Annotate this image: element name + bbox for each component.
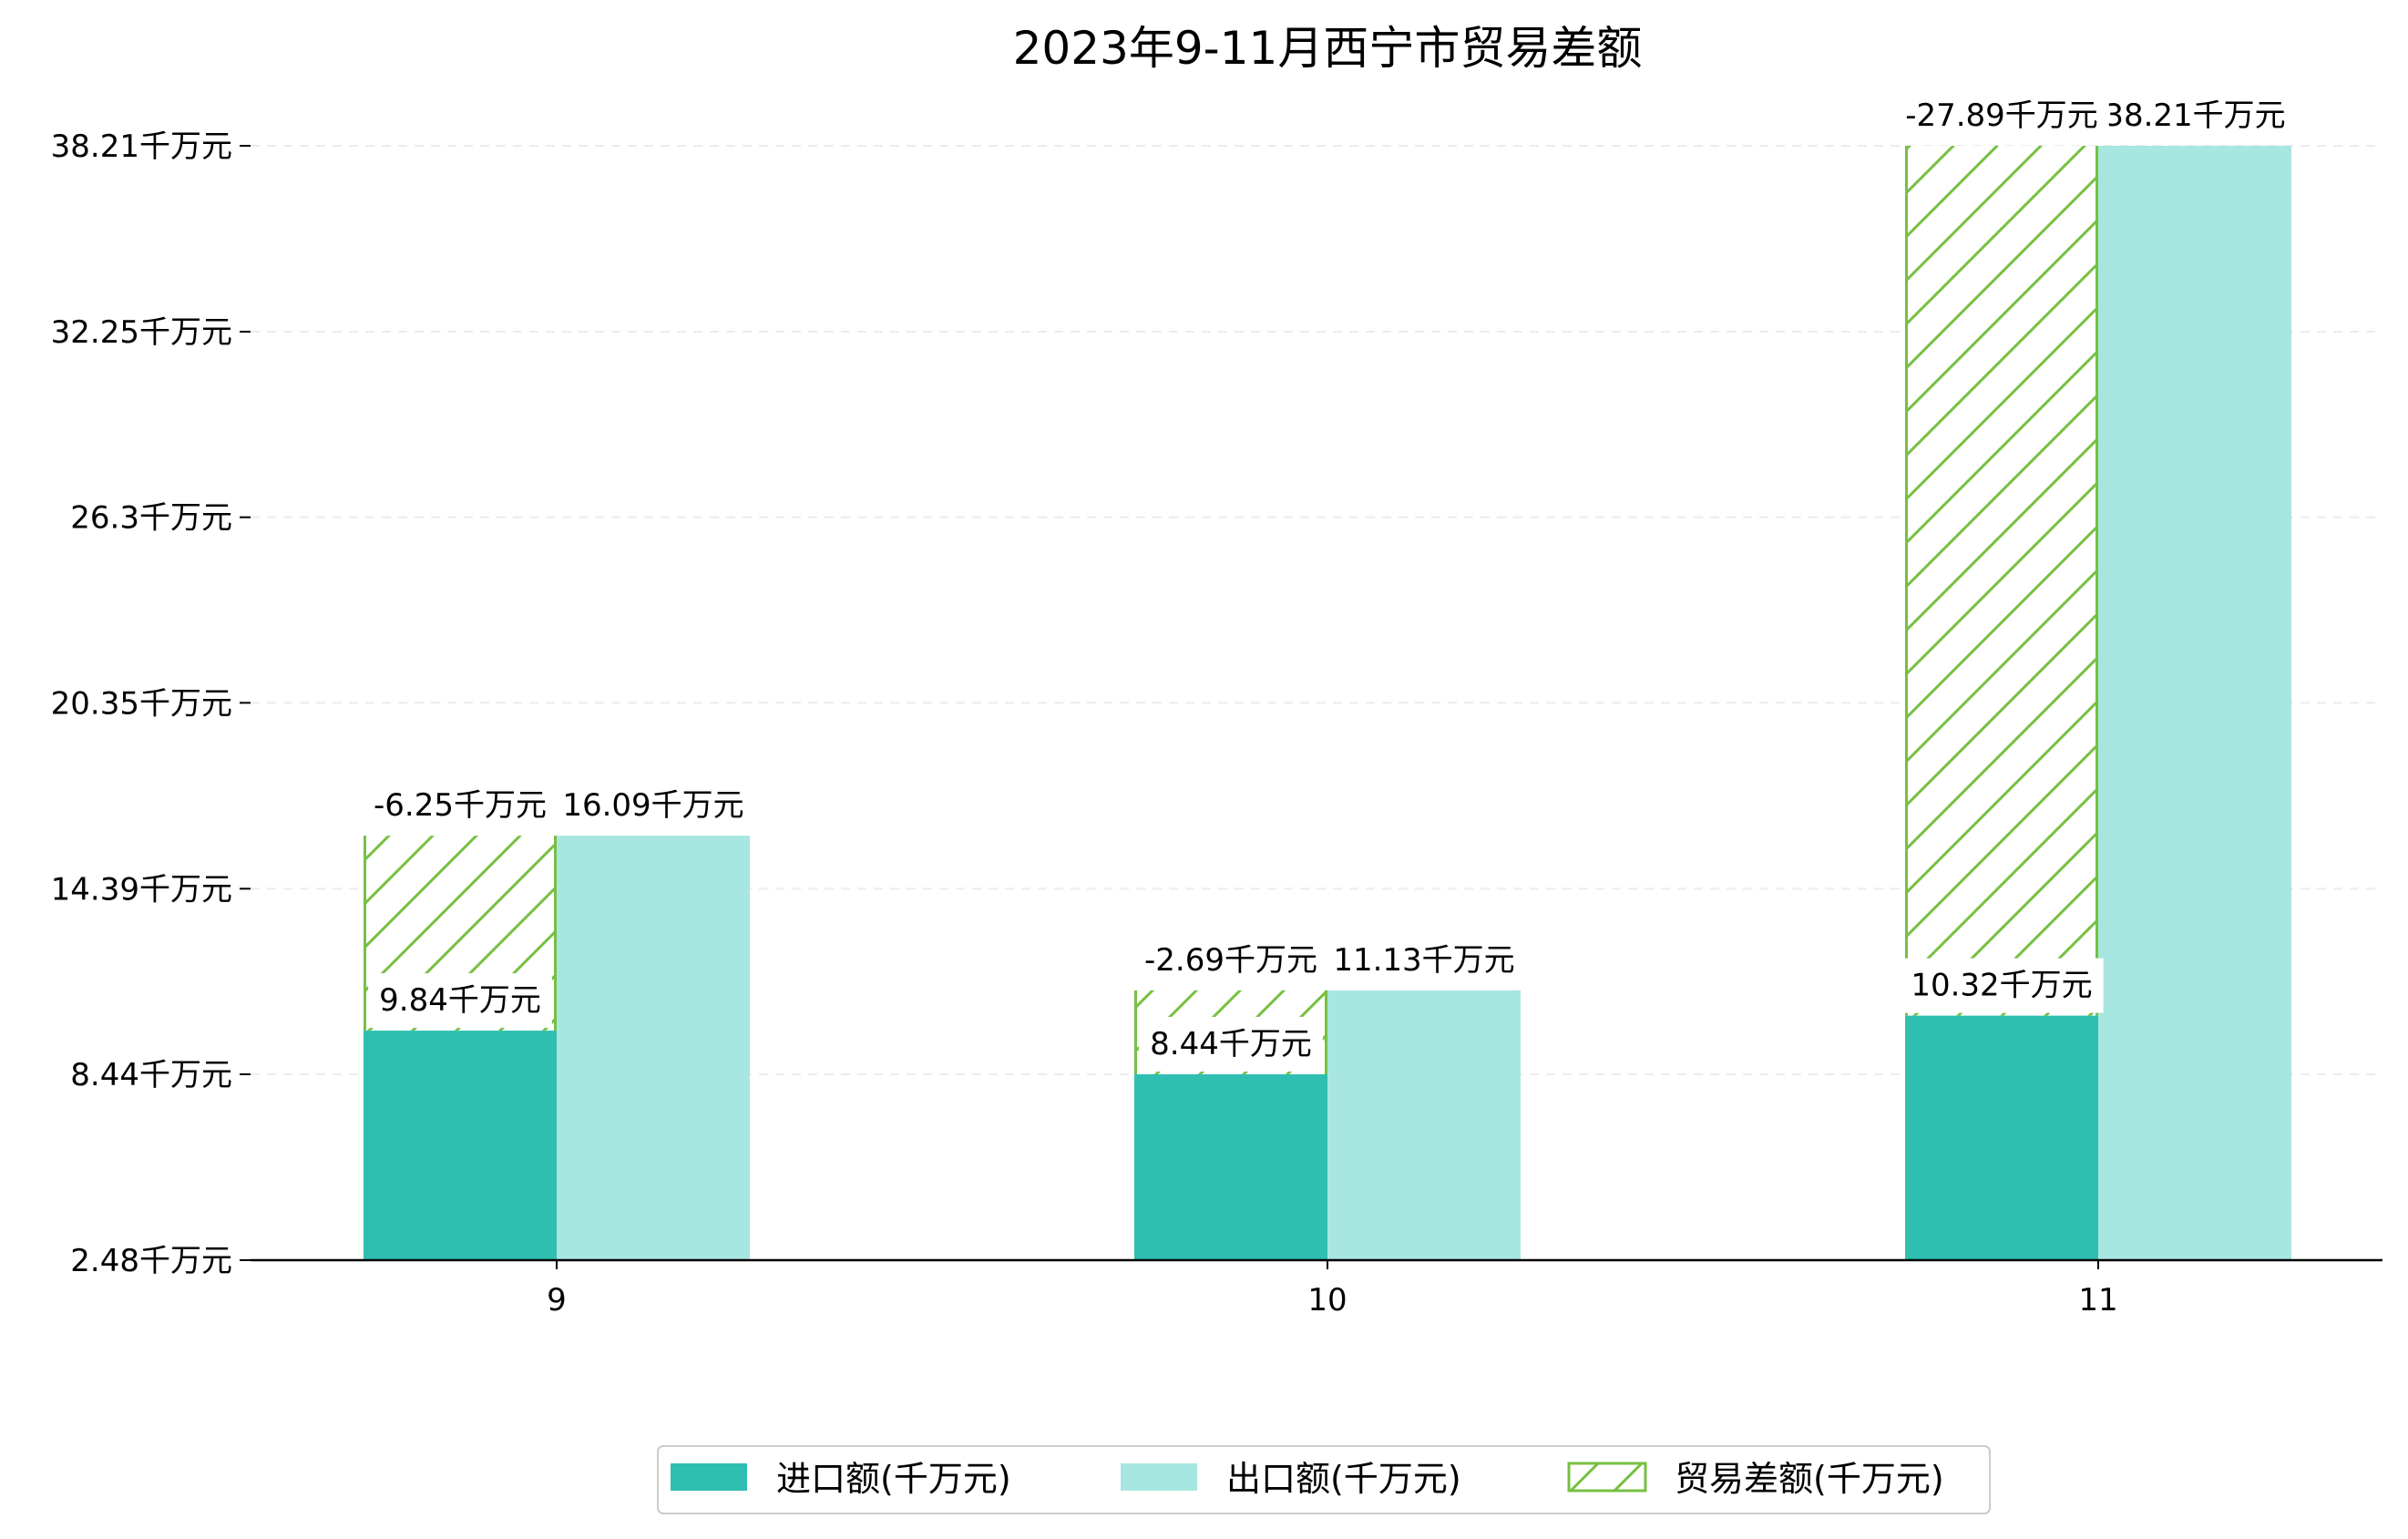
bar-import [1134,1073,1327,1260]
x-tick-label: 10 [1307,1282,1347,1318]
svg-text:8.44千万元: 8.44千万元 [1150,1026,1312,1062]
data-label-export: 11.13千万元 [1322,932,1526,988]
data-label-export: 38.21千万元 [2093,88,2297,143]
data-label-import: 9.84千万元 [368,973,552,1029]
data-label-import: 10.32千万元 [1900,958,2104,1013]
svg-text:-27.89千万元: -27.89千万元 [1905,97,2098,134]
data-label-balance: -6.25千万元 [363,778,558,834]
x-axis: 9 10 11 [251,1258,2382,1318]
legend: 进口额(千万元) 出口额(千万元) 贸易差额(千万元) [657,1445,1991,1514]
legend-swatch-balance [1567,1462,1647,1493]
legend-swatch-export [1121,1463,1197,1491]
legend-label-export: 出口额(千万元) [1226,1459,1461,1499]
y-tick-label: 20.35千万元 [51,685,232,722]
data-labels: 16.09千万元 -6.25千万元 9.84千万元 11.13千万元 -2.69千万元 8… [363,88,2297,1072]
y-tick-label: 8.44千万元 [70,1057,232,1093]
x-tick-label: 11 [2078,1282,2117,1318]
bar-export [1327,990,1521,1260]
chart-title: 2023年9-11月西宁市贸易差额 [1013,22,1643,75]
svg-text:10.32千万元: 10.32千万元 [1911,968,2092,1004]
bar-import [1905,1015,2098,1260]
legend-swatch-import [671,1463,747,1491]
data-label-balance: -27.89千万元 [1894,88,2109,143]
svg-text:11.13千万元: 11.13千万元 [1333,942,1514,979]
data-label-export: 16.09千万元 [551,778,755,834]
bar-balance [1905,146,2098,1016]
y-tick-label: 26.3千万元 [70,500,232,537]
y-tick-label: 32.25千万元 [51,314,232,351]
legend-label-import: 进口额(千万元) [776,1459,1011,1499]
data-label-balance: -2.69千万元 [1133,932,1328,988]
svg-text:-2.69千万元: -2.69千万元 [1144,942,1317,979]
svg-text:16.09千万元: 16.09千万元 [562,787,743,824]
svg-text:9.84千万元: 9.84千万元 [379,982,541,1019]
x-tick-label: 9 [547,1282,567,1318]
data-label-import: 8.44千万元 [1139,1016,1323,1072]
y-tick-label: 14.39千万元 [51,871,232,908]
legend-frame [657,1445,1991,1514]
legend-label-balance: 贸易差额(千万元) [1675,1459,1944,1499]
y-tick-label: 38.21千万元 [51,128,232,165]
y-axis: 2.48千万元 8.44千万元 14.39千万元 20.35千万元 26.3千万元 32.… [51,128,251,1279]
y-tick-label: 2.48千万元 [70,1243,232,1279]
bar-export [557,836,750,1260]
bar-import [364,1031,557,1260]
svg-text:-6.25千万元: -6.25千万元 [374,787,547,824]
bar-export [2098,146,2291,1260]
svg-text:38.21千万元: 38.21千万元 [2104,97,2285,134]
